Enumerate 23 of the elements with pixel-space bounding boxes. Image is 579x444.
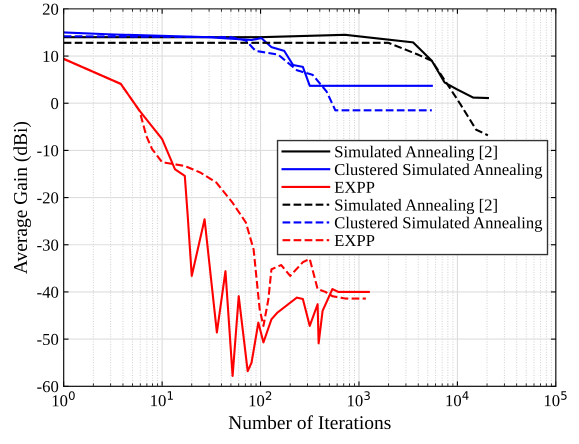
legend-label: Simulated Annealing [2] (335, 146, 497, 161)
x-tick-label: 10$^{3}$ (348, 391, 370, 406)
x-tick-label: 10$^{4}$ (446, 391, 469, 406)
x-axis-title: Number of Iterations (228, 415, 391, 430)
y-tick-label: -60 (37, 380, 58, 392)
y-tick-label: 0 (51, 98, 58, 110)
legend-label: Simulated Annealing [2] (335, 198, 497, 214)
legend-label: EXPP (334, 182, 374, 193)
y-tick-label: -30 (37, 239, 58, 251)
y-tick-label: -10 (37, 145, 58, 156)
y-tick-label: -40 (37, 286, 58, 298)
legend-label: Clustered Simulated Annealing (334, 163, 542, 179)
y-tick-label: 20 (42, 4, 58, 15)
y-tick-label: -50 (37, 334, 58, 346)
y-tick-label: -20 (37, 192, 58, 204)
legend-label: EXPP (334, 235, 374, 246)
y-axis-title: Average Gain (dBi) (13, 122, 32, 274)
legend-label: Clustered Simulated Annealing (334, 216, 542, 232)
x-tick-label: 10$^{1}$ (151, 391, 173, 406)
x-tick-label: 10$^{5}$ (544, 391, 567, 406)
x-tick-label: 10$^{0}$ (52, 391, 75, 406)
x-tick-label: 10$^{2}$ (250, 391, 272, 406)
y-tick-label: 10 (44, 50, 58, 62)
